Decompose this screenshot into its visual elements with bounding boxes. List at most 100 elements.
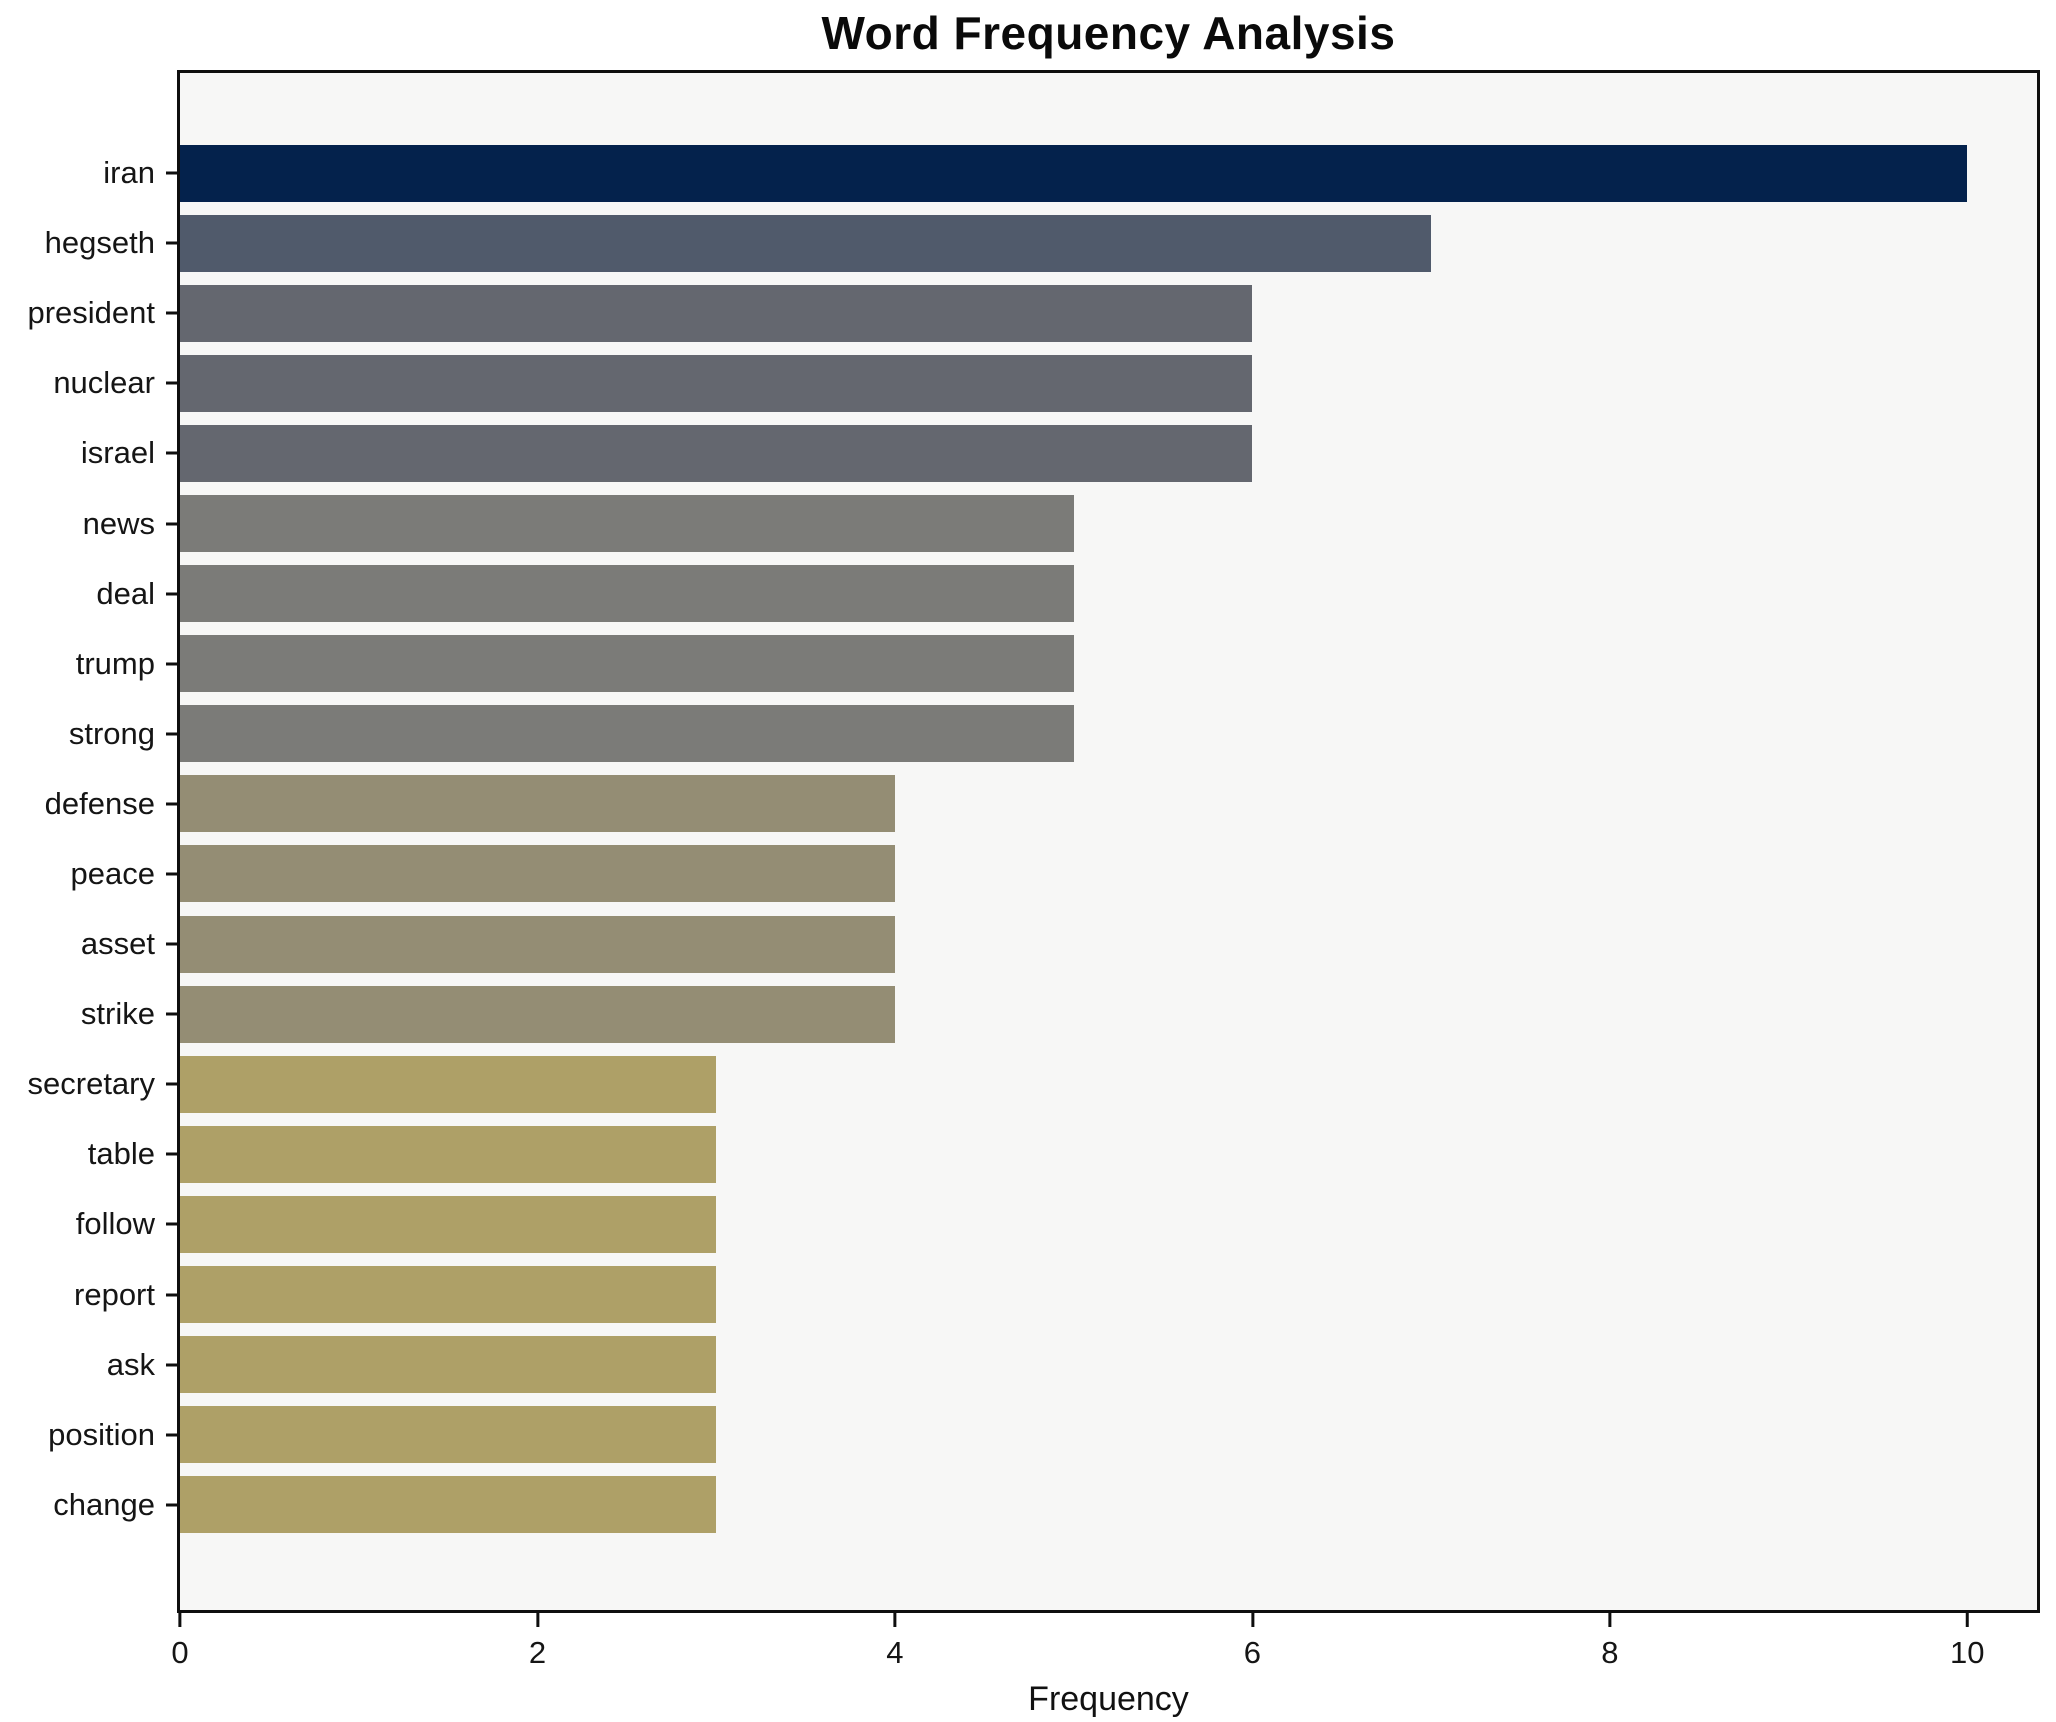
x-tick-label: 10 — [1950, 1635, 1985, 1670]
y-tick-label: deal — [96, 575, 155, 611]
y-tick-label: strike — [80, 996, 155, 1032]
x-tick: 8 — [1601, 1610, 1618, 1671]
y-tick-mark — [166, 802, 177, 806]
x-tick-label: 4 — [886, 1635, 904, 1670]
x-tick-mark — [1965, 1613, 1969, 1627]
x-tick-mark — [178, 1613, 182, 1627]
y-tick-mark — [166, 241, 177, 245]
y-tick-label: strong — [68, 715, 155, 751]
x-tick-mark — [1250, 1613, 1254, 1627]
y-tick-mark — [166, 942, 177, 946]
y-tick-label: position — [48, 1416, 155, 1452]
bar-follow — [180, 1195, 717, 1253]
bar-row: trump — [76, 629, 2037, 699]
x-tick: 6 — [1244, 1610, 1261, 1671]
y-tick-mark — [166, 592, 177, 596]
y-tick-label: peace — [70, 855, 155, 891]
bar-secretary — [180, 1055, 717, 1113]
bar-row: deal — [96, 559, 2037, 629]
y-tick-label: trump — [75, 645, 155, 681]
y-tick-label: defense — [44, 785, 155, 821]
y-tick-label: report — [74, 1276, 155, 1312]
x-tick-label: 0 — [171, 1635, 189, 1670]
bar-nuclear — [180, 354, 1253, 412]
bar-row: table — [88, 1119, 2037, 1189]
x-tick-mark — [1608, 1613, 1612, 1627]
bar-row: position — [48, 1400, 2037, 1470]
bar-strike — [180, 985, 895, 1043]
y-tick-mark — [166, 381, 177, 385]
bar-trump — [180, 635, 1074, 693]
bar-row: defense — [45, 769, 2037, 839]
bar-iran — [180, 144, 1968, 202]
y-tick-label: nuclear — [53, 365, 155, 401]
y-tick-label: president — [27, 295, 155, 331]
y-tick-mark — [166, 311, 177, 315]
bar-change — [180, 1476, 717, 1534]
bar-row: hegseth — [45, 208, 2037, 278]
y-tick-mark — [166, 1293, 177, 1297]
bar-row: israel — [81, 418, 2037, 488]
bar-row: president — [27, 278, 2037, 348]
x-tick-mark — [535, 1613, 539, 1627]
y-tick-label: iran — [103, 155, 155, 191]
bar-ask — [180, 1336, 717, 1394]
bar-position — [180, 1406, 717, 1464]
y-tick-mark — [166, 1082, 177, 1086]
y-tick-label: change — [53, 1486, 155, 1522]
bar-deal — [180, 565, 1074, 623]
bar-row: asset — [81, 909, 2037, 979]
bar-row: nuclear — [53, 348, 2037, 418]
y-tick-label: asset — [80, 926, 155, 962]
plot-area: iran hegseth president nuclear israel news dea… — [27, 70, 2040, 1718]
x-tick-label: 2 — [528, 1635, 547, 1670]
bar-row: strong — [69, 699, 2037, 769]
chart-title: Word Frequency Analysis — [821, 7, 1396, 59]
y-tick-mark — [166, 522, 177, 526]
x-tick: 10 — [1950, 1610, 1985, 1671]
bars-area: iran hegseth president nuclear israel news dea… — [27, 138, 2037, 1540]
bar-row: news — [83, 488, 2037, 558]
bar-peace — [180, 845, 895, 903]
y-tick-mark — [166, 662, 177, 666]
y-tick-label: news — [82, 505, 155, 541]
x-axis-title: Frequency — [1028, 1680, 1189, 1718]
bar-row: strike — [81, 979, 2037, 1049]
bar-report — [180, 1266, 717, 1324]
y-tick-mark — [166, 1503, 177, 1507]
bar-row: iran — [103, 138, 2037, 208]
y-tick-mark — [166, 1433, 177, 1437]
bar-row: secretary — [28, 1049, 2037, 1119]
bar-israel — [180, 424, 1253, 482]
bar-row: follow — [76, 1189, 2037, 1259]
x-tick-label: 6 — [1243, 1635, 1261, 1670]
x-tick-mark — [893, 1613, 897, 1627]
y-tick-label: hegseth — [44, 225, 155, 261]
bar-row: change — [53, 1470, 2037, 1540]
x-tick: 0 — [171, 1610, 189, 1671]
x-tick: 4 — [886, 1610, 904, 1671]
bar-row: report — [74, 1260, 2037, 1330]
y-tick-mark — [166, 171, 177, 175]
bar-hegseth — [180, 214, 1432, 272]
bar-news — [180, 495, 1074, 553]
x-tick-label: 8 — [1601, 1635, 1619, 1670]
bar-row: ask — [107, 1330, 2037, 1400]
y-tick-mark — [166, 872, 177, 876]
bar-defense — [180, 775, 895, 833]
y-tick-label: secretary — [27, 1066, 155, 1102]
y-tick-label: table — [87, 1136, 155, 1172]
bar-strong — [180, 705, 1074, 763]
bar-asset — [180, 915, 895, 973]
y-tick-mark — [166, 732, 177, 736]
bar-president — [180, 284, 1253, 342]
y-tick-label: follow — [75, 1206, 155, 1242]
y-tick-mark — [166, 451, 177, 455]
y-tick-label: ask — [106, 1346, 155, 1382]
y-tick-mark — [166, 1222, 177, 1226]
bar-table — [180, 1125, 717, 1183]
y-tick-label: israel — [80, 435, 155, 471]
bar-row: peace — [71, 839, 2037, 909]
y-tick-mark — [166, 1363, 177, 1367]
